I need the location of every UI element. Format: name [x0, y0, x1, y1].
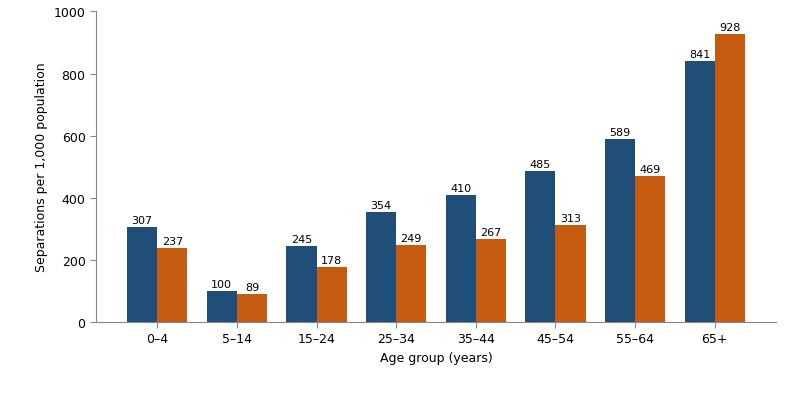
Text: 89: 89: [245, 283, 259, 293]
Text: 589: 589: [610, 128, 630, 138]
Bar: [446, 195, 476, 322]
Text: 928: 928: [719, 23, 741, 33]
Text: 410: 410: [450, 183, 471, 193]
Bar: [317, 267, 346, 322]
Text: 237: 237: [162, 237, 183, 247]
Text: 485: 485: [530, 160, 551, 170]
Bar: [715, 35, 745, 322]
Y-axis label: Separations per 1,000 population: Separations per 1,000 population: [35, 63, 48, 272]
Bar: [476, 240, 506, 322]
Bar: [685, 62, 715, 322]
Text: 469: 469: [640, 165, 661, 175]
Text: 354: 354: [370, 201, 391, 211]
Text: 249: 249: [401, 233, 422, 243]
Text: 307: 307: [131, 215, 153, 225]
Bar: [206, 291, 237, 322]
Bar: [127, 227, 157, 322]
Bar: [555, 225, 586, 322]
Bar: [635, 177, 666, 322]
Bar: [237, 294, 267, 322]
Text: 841: 841: [689, 50, 710, 60]
Bar: [396, 245, 426, 322]
X-axis label: Age group (years): Age group (years): [380, 351, 492, 364]
Text: 178: 178: [321, 255, 342, 265]
Bar: [366, 212, 396, 322]
Text: 245: 245: [290, 235, 312, 244]
Bar: [605, 140, 635, 322]
Text: 313: 313: [560, 214, 581, 223]
Text: 100: 100: [211, 279, 232, 290]
Bar: [157, 249, 187, 322]
Bar: [526, 172, 555, 322]
Text: 267: 267: [480, 228, 502, 237]
Bar: [286, 246, 317, 322]
